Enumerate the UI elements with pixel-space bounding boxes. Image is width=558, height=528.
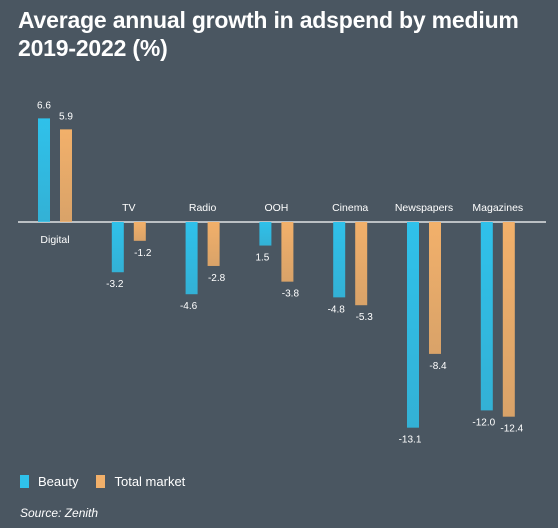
data-label-cinema-total-market: -5.3 xyxy=(356,312,374,323)
bar-radio-beauty xyxy=(185,222,198,295)
chart-title: Average annual growth in adspend by medi… xyxy=(18,7,519,61)
legend-swatch-total-market xyxy=(96,475,106,488)
legend-item-total-market: Total market xyxy=(96,474,185,489)
source-note: Source: Zenith xyxy=(20,506,99,520)
data-label-ooh-beauty: 1.5 xyxy=(255,253,269,264)
data-label-newspapers-beauty: -13.1 xyxy=(399,435,422,446)
data-label-cinema-beauty: -4.8 xyxy=(328,304,346,315)
data-label-digital-total-market: 5.9 xyxy=(59,111,73,122)
legend-item-beauty: Beauty xyxy=(20,474,78,489)
bar-ooh-beauty xyxy=(259,222,272,246)
data-label-radio-beauty: -4.6 xyxy=(180,301,198,312)
legend-label-beauty: Beauty xyxy=(38,474,79,489)
bar-tv-total-market xyxy=(133,222,146,241)
bar-cinema-total-market xyxy=(355,222,368,306)
category-label-radio: Radio xyxy=(189,202,217,214)
legend: Beauty Total market xyxy=(20,474,203,489)
category-label-magazines: Magazines xyxy=(472,202,523,214)
legend-swatch-beauty xyxy=(20,475,29,488)
data-label-digital-beauty: 6.6 xyxy=(37,100,51,111)
data-label-newspapers-total-market: -8.4 xyxy=(429,361,447,372)
category-label-ooh: OOH xyxy=(264,202,288,214)
category-label-digital: Digital xyxy=(40,234,69,246)
data-label-tv-total-market: -1.2 xyxy=(134,248,152,259)
category-label-cinema: Cinema xyxy=(332,202,368,214)
bar-tv-beauty xyxy=(111,222,124,273)
bar-digital-beauty xyxy=(38,118,50,222)
bar-chart: 6.6 5.9 Digital -3.2 -1.2 TV -4.6 -2.8 Radio 1.5 -… xyxy=(18,100,546,446)
data-label-tv-beauty: -3.2 xyxy=(106,279,124,290)
bar-newspapers-beauty xyxy=(407,222,419,428)
category-label-newspapers: Newspapers xyxy=(395,202,453,214)
bar-magazines-total-market xyxy=(502,222,515,417)
data-label-radio-total-market: -2.8 xyxy=(208,273,226,284)
data-label-magazines-total-market: -12.4 xyxy=(500,424,523,435)
bar-digital-total-market xyxy=(60,129,72,222)
bar-ooh-total-market xyxy=(281,222,294,282)
legend-label-total-market: Total market xyxy=(114,474,186,489)
data-label-magazines-beauty: -12.0 xyxy=(472,417,495,428)
bar-newspapers-total-market xyxy=(429,222,441,354)
data-label-ooh-total-market: -3.8 xyxy=(282,289,300,300)
bar-cinema-beauty xyxy=(333,222,346,298)
category-label-tv: TV xyxy=(122,202,135,214)
bar-radio-total-market xyxy=(207,222,220,266)
bar-magazines-beauty xyxy=(480,222,493,411)
